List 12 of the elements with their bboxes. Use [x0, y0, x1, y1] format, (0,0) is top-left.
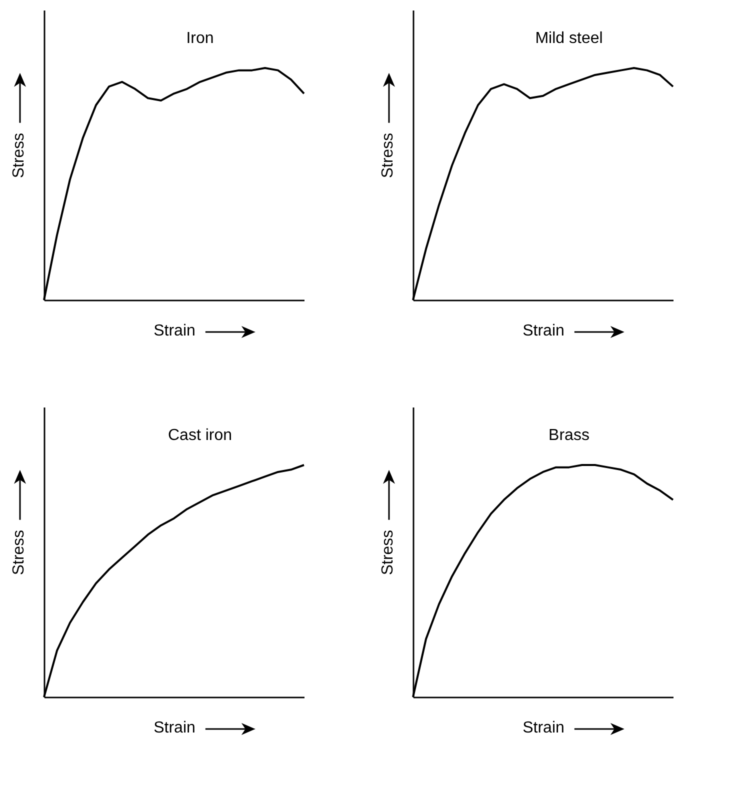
series-label: Iron	[186, 30, 214, 47]
series-label: Brass	[548, 426, 590, 444]
x-axis-title: Strain	[522, 322, 564, 340]
x-axis-title: Strain	[154, 322, 196, 340]
y-axis-title: Stress	[380, 132, 396, 178]
y-axis-title: Stress	[380, 530, 396, 576]
y-axis-title: Stress	[10, 530, 28, 576]
y-axis-title: Stress	[10, 132, 28, 178]
x-axis-title: Strain	[522, 720, 564, 736]
x-axis-title: Strain	[154, 720, 196, 736]
text: Cast iron	[168, 426, 232, 444]
series-label: Mild steel	[535, 30, 603, 47]
